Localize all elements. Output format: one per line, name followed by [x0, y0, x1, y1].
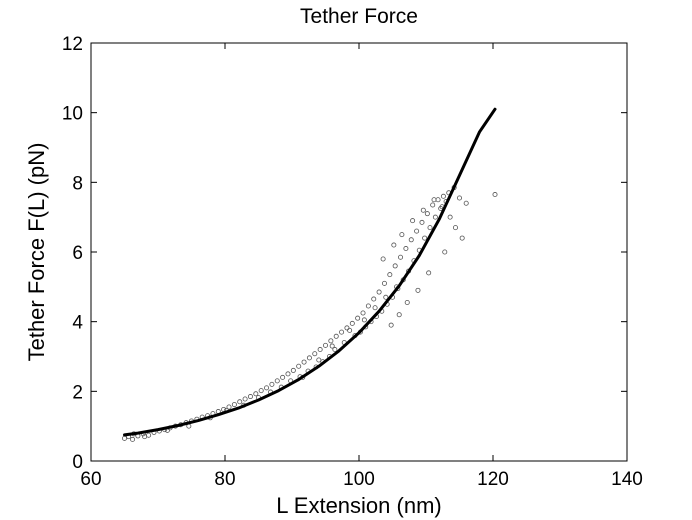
data-point	[376, 289, 382, 295]
data-point	[247, 394, 253, 400]
data-point	[317, 347, 323, 353]
data-point	[264, 385, 270, 391]
x-tick-label: 60	[80, 469, 101, 490]
data-point	[426, 270, 432, 276]
data-point	[328, 338, 334, 344]
data-point	[347, 327, 353, 333]
data-point	[339, 329, 345, 335]
x-axis-label: L Extension (nm)	[276, 493, 441, 518]
fit-line-group	[123, 107, 497, 437]
data-point	[399, 232, 405, 238]
data-point	[435, 197, 441, 203]
data-point	[388, 322, 394, 328]
data-point	[306, 355, 312, 361]
data-point	[420, 207, 426, 213]
data-point	[452, 225, 458, 231]
data-point	[387, 272, 393, 278]
data-point	[253, 391, 259, 397]
data-point	[344, 325, 350, 331]
data-point	[237, 399, 243, 405]
x-axis: 60 80 100 120 140	[80, 43, 643, 490]
data-point	[404, 300, 410, 306]
data-point	[296, 363, 302, 369]
data-point	[447, 214, 453, 220]
data-point	[398, 254, 404, 260]
data-point	[396, 312, 402, 318]
data-point	[280, 374, 286, 380]
data-point	[410, 218, 416, 224]
data-point	[269, 381, 275, 387]
y-axis: 0 2 4 6 8 10 12	[62, 34, 627, 473]
data-point	[380, 256, 386, 262]
data-point	[301, 359, 307, 365]
data-point	[242, 396, 248, 402]
data-point	[274, 378, 280, 384]
data-point	[432, 214, 438, 220]
data-point	[424, 211, 430, 217]
data-point	[430, 202, 436, 208]
data-point	[463, 200, 469, 206]
data-point	[142, 434, 148, 440]
data-point	[361, 317, 367, 323]
data-point	[360, 310, 366, 316]
data-point	[383, 294, 389, 300]
data-point	[371, 296, 377, 302]
data-point	[316, 357, 322, 363]
data-point	[381, 280, 387, 286]
data-point	[365, 303, 371, 309]
data-point	[290, 367, 296, 373]
y-tick-label: 2	[72, 382, 83, 403]
data-point	[414, 228, 420, 234]
data-point	[258, 388, 264, 394]
data-point	[355, 315, 361, 321]
data-point	[403, 246, 409, 252]
y-tick-label: 10	[62, 104, 83, 125]
plot-frame	[90, 42, 628, 462]
y-tick-label: 0	[72, 452, 83, 473]
data-point	[415, 287, 421, 293]
data-point	[427, 225, 433, 231]
data-point	[456, 195, 462, 201]
y-tick-label: 12	[62, 34, 83, 55]
data-point	[349, 320, 355, 326]
data-point	[391, 242, 397, 248]
data-point	[442, 249, 448, 255]
x-tick-label: 100	[343, 469, 375, 490]
data-point	[285, 371, 291, 377]
data-point	[422, 235, 428, 241]
y-tick-label: 4	[72, 313, 83, 334]
data-point	[322, 342, 328, 348]
data-point	[231, 402, 237, 408]
data-point	[459, 235, 465, 241]
data-point	[431, 197, 437, 203]
data-point	[146, 432, 152, 438]
data-point	[372, 305, 378, 311]
data-point	[440, 193, 446, 199]
x-tick-label: 80	[214, 469, 235, 490]
y-tick-label: 6	[72, 243, 83, 264]
data-point	[122, 435, 128, 441]
data-point	[329, 343, 335, 349]
chart-title: Tether Force	[300, 5, 418, 28]
data-point	[312, 351, 318, 357]
data-point	[226, 404, 232, 410]
data-point	[333, 333, 339, 339]
fit-line	[123, 107, 497, 437]
x-tick-label: 120	[477, 469, 509, 490]
data-points	[122, 185, 498, 442]
data-point	[419, 219, 425, 225]
data-point	[130, 436, 136, 442]
y-tick-label: 8	[72, 173, 83, 194]
y-axis-label: Tether Force F(L) (pN)	[24, 143, 49, 362]
data-point	[408, 237, 414, 243]
data-point	[492, 192, 498, 198]
data-point	[392, 263, 398, 269]
data-point	[332, 347, 338, 353]
x-tick-label: 140	[611, 469, 643, 490]
